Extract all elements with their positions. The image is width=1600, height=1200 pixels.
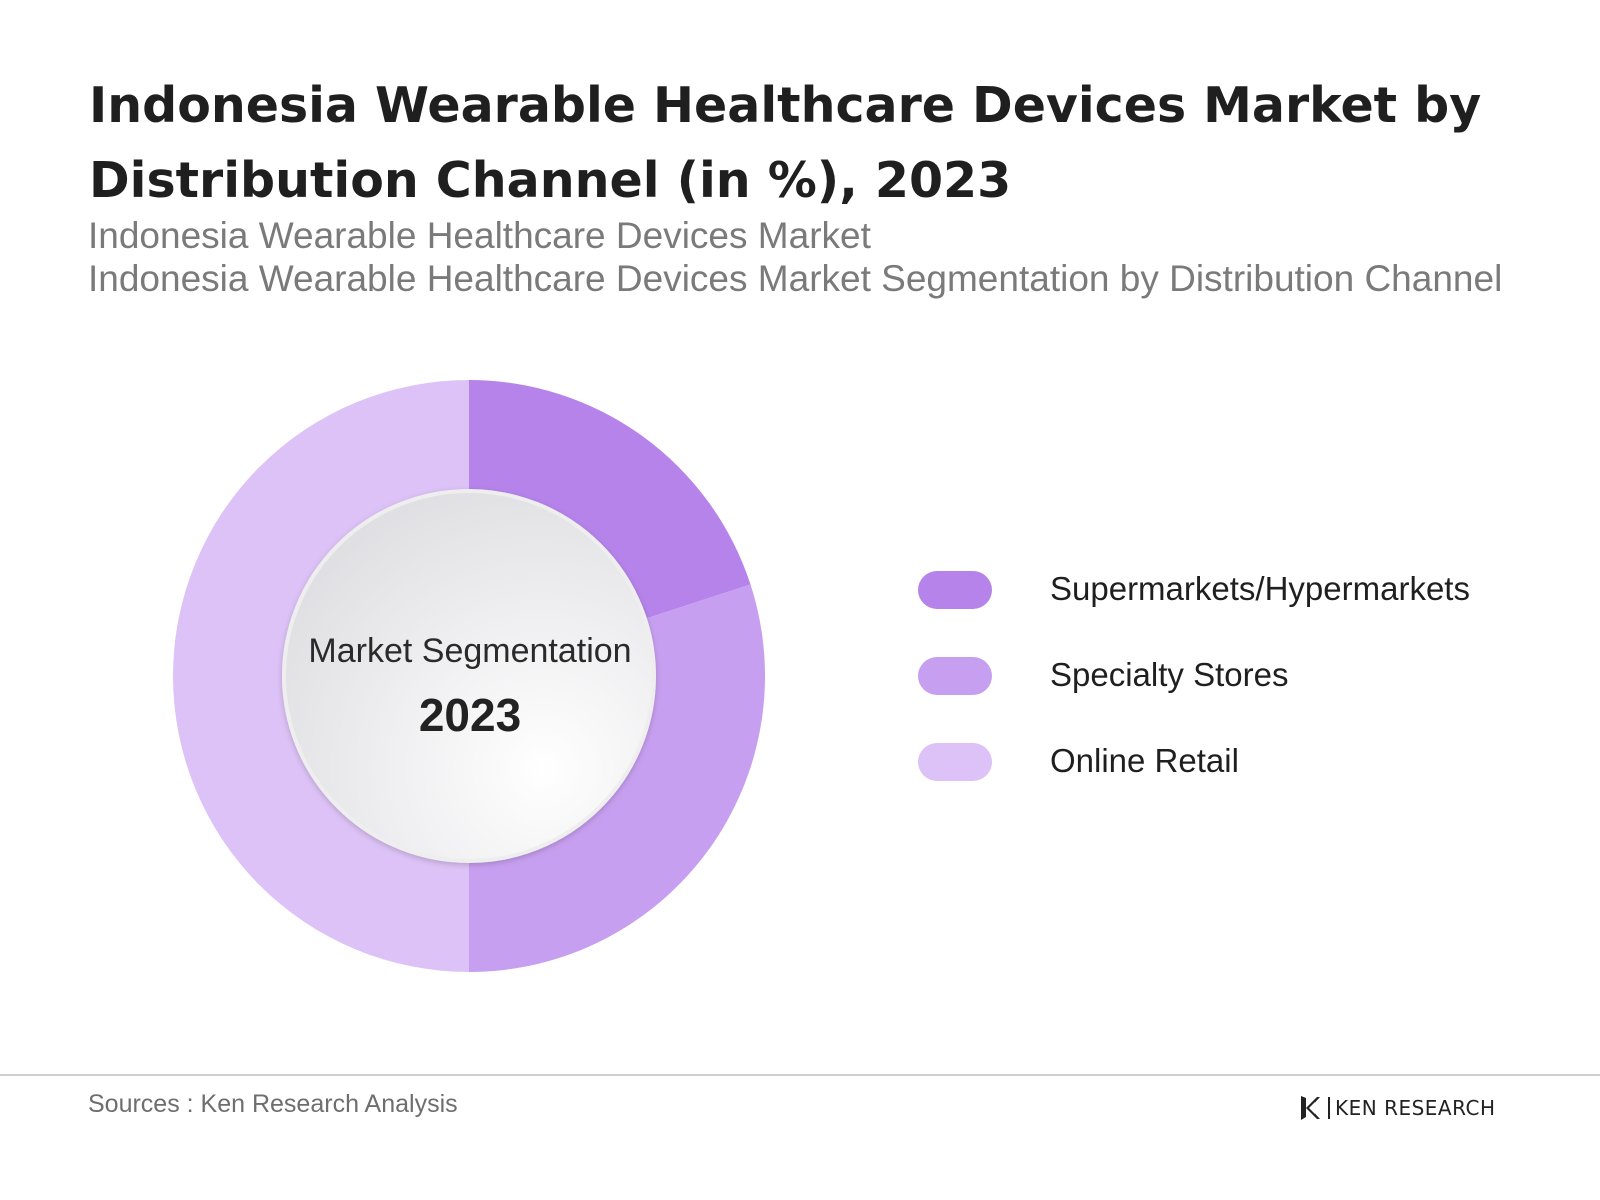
chart-title: Indonesia Wearable Healthcare Devices Ma… — [89, 77, 1482, 209]
legend-label: Supermarkets/Hypermarkets — [1050, 570, 1470, 607]
legend-swatch — [918, 743, 992, 781]
source-note: Sources : Ken Research Analysis — [88, 1090, 458, 1118]
donut-center — [282, 489, 656, 863]
slice-online-retail — [173, 380, 469, 972]
brand-name: KEN RESEARCH — [1328, 1097, 1496, 1119]
legend-item-specialty-stores: Specialty Stores — [918, 651, 1538, 737]
slice-specialty-stores — [469, 584, 765, 972]
chart-subtitle-market: Indonesia Wearable Healthcare Devices Ma… — [88, 215, 871, 256]
chart-legend: Supermarkets/Hypermarkets Specialty Stor… — [918, 565, 1538, 823]
donut-center-label: Market Segmentation — [308, 632, 632, 670]
legend-label: Specialty Stores — [1050, 656, 1289, 693]
slice-supermarkets — [469, 380, 751, 619]
chart-subtitle-segmentation: Indonesia Wearable Healthcare Devices Ma… — [88, 258, 1503, 299]
legend-item-online-retail: Online Retail — [918, 737, 1538, 823]
brand-logo-block: KEN RESEARCH — [1298, 1094, 1496, 1122]
donut-center-year: 2023 — [418, 689, 522, 741]
legend-swatch — [918, 657, 992, 695]
donut-slices — [173, 380, 765, 972]
legend-label: Online Retail — [1050, 742, 1239, 779]
legend-swatch — [918, 571, 992, 609]
legend-item-supermarkets: Supermarkets/Hypermarkets — [918, 565, 1538, 651]
footer-divider — [0, 1074, 1600, 1076]
ken-research-logo-icon — [1301, 1096, 1320, 1120]
